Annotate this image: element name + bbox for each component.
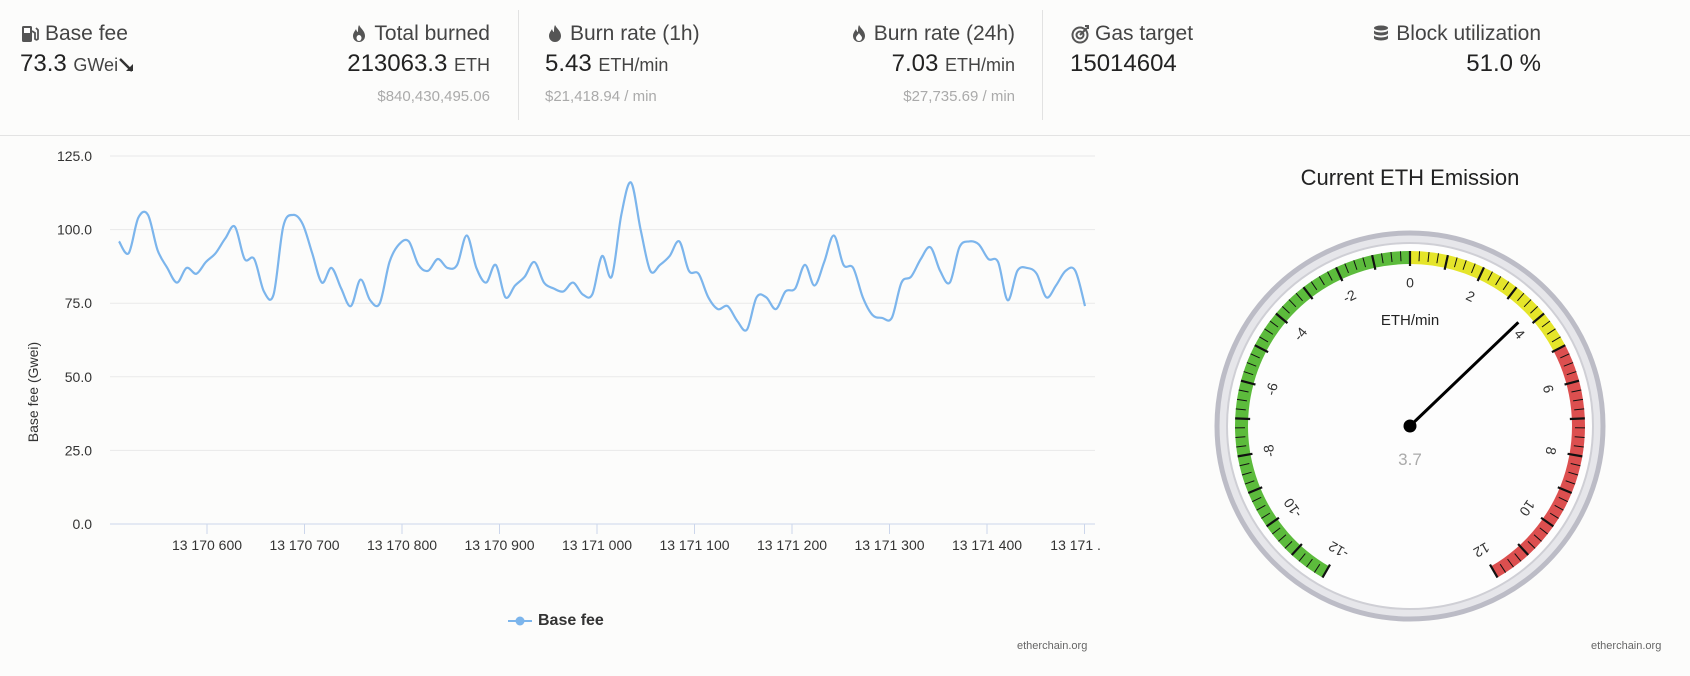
x-tick-label: 13 170 800 (367, 537, 437, 553)
fire-icon (545, 24, 565, 44)
block-utilization-label: Block utilization (1396, 22, 1541, 46)
chart-legend[interactable]: Base fee (508, 612, 604, 630)
fire-outline-icon (849, 24, 869, 44)
gauge-pivot (1404, 420, 1417, 433)
total-burned-label: Total burned (374, 22, 490, 46)
gas-pump-icon (20, 24, 40, 44)
stat-gas-target: Gas target 15014604 (1070, 22, 1193, 78)
gauge-unit: ETH/min (1381, 312, 1439, 329)
stat-block-utilization: Block utilization 51.0 % (1371, 22, 1541, 78)
x-tick-label: 13 170 600 (172, 537, 242, 553)
divider (518, 10, 519, 120)
burn-rate-1h-usd: $21,418.94 / min (545, 88, 700, 105)
burn-rate-24h-unit: ETH/min (945, 55, 1015, 75)
database-icon (1371, 24, 1391, 44)
x-tick-label: 13 171 300 (854, 537, 924, 553)
divider (1042, 10, 1043, 120)
total-burned-value: 213063.3 (347, 50, 447, 77)
x-tick-label: 13 171 ... (1050, 537, 1100, 553)
y-tick-label: 50.0 (65, 369, 92, 385)
base-fee-series-line[interactable] (119, 182, 1085, 330)
stat-burn-rate-24h: Burn rate (24h) 7.03 ETH/min $27,735.69 … (849, 22, 1015, 105)
trend-down-icon (118, 56, 136, 74)
x-tick-label: 13 171 400 (952, 537, 1022, 553)
emission-gauge: Current ETH Emission -12-10-8-6-4-202468… (1100, 150, 1690, 630)
legend-label: Base fee (538, 612, 604, 630)
gauge-tick (1419, 251, 1420, 261)
y-tick-label: 125.0 (57, 148, 92, 164)
burn-rate-1h-label: Burn rate (1h) (570, 22, 700, 46)
base-fee-value: 73.3 (20, 50, 67, 77)
gauge-value-label: 3.7 (1398, 450, 1422, 469)
x-tick-label: 13 170 900 (464, 537, 534, 553)
gauge-tick (1235, 437, 1245, 438)
base-fee-chart: 0.0 25.0 50.0 75.0 100.0 125.0 13 170 600 13 1… (0, 136, 1100, 676)
y-tick-label: 75.0 (65, 295, 92, 311)
stat-base-fee: Base fee 73.3 GWei (20, 22, 136, 78)
gauge-tick (1570, 418, 1585, 419)
fire-icon (349, 24, 369, 44)
x-tick-label: 13 171 200 (757, 537, 827, 553)
gauge-credit[interactable]: etherchain.org (1591, 640, 1661, 652)
stats-bar: Base fee 73.3 GWei Total burned 213063.3… (0, 0, 1690, 136)
x-tick-label: 13 170 700 (269, 537, 339, 553)
chart-credit[interactable]: etherchain.org (1017, 640, 1087, 652)
burn-rate-24h-value: 7.03 (892, 50, 939, 77)
burn-rate-1h-value: 5.43 (545, 50, 592, 77)
stat-burn-rate-1h: Burn rate (1h) 5.43 ETH/min $21,418.94 /… (545, 22, 700, 105)
y-axis-label: Base fee (Gwei) (25, 342, 41, 442)
y-tick-label: 100.0 (57, 222, 92, 238)
base-fee-unit: GWei (73, 55, 118, 75)
x-tick-label: 13 171 000 (562, 537, 632, 553)
legend-marker-icon (508, 615, 532, 627)
target-icon (1070, 24, 1090, 44)
gauge-tick (1575, 437, 1585, 438)
burn-rate-1h-unit: ETH/min (598, 55, 668, 75)
stat-total-burned: Total burned 213063.3 ETH $840,430,495.0… (347, 22, 490, 105)
gauge-scale-label: 0 (1406, 275, 1414, 291)
gas-target-label: Gas target (1095, 22, 1193, 46)
base-fee-label: Base fee (45, 22, 128, 46)
burn-rate-24h-label: Burn rate (24h) (874, 22, 1015, 46)
total-burned-usd: $840,430,495.06 (347, 88, 490, 105)
gauge-tick (1235, 418, 1250, 419)
burn-rate-24h-usd: $27,735.69 / min (849, 88, 1015, 105)
gauge-tick (1400, 251, 1401, 261)
x-tick-label: 13 171 100 (659, 537, 729, 553)
y-tick-label: 0.0 (73, 516, 93, 532)
gauge-title: Current ETH Emission (1301, 165, 1520, 190)
block-utilization-value: 51.0 % (1466, 50, 1541, 77)
gas-target-value: 15014604 (1070, 50, 1177, 77)
total-burned-unit: ETH (454, 55, 490, 75)
y-tick-label: 25.0 (65, 442, 92, 458)
